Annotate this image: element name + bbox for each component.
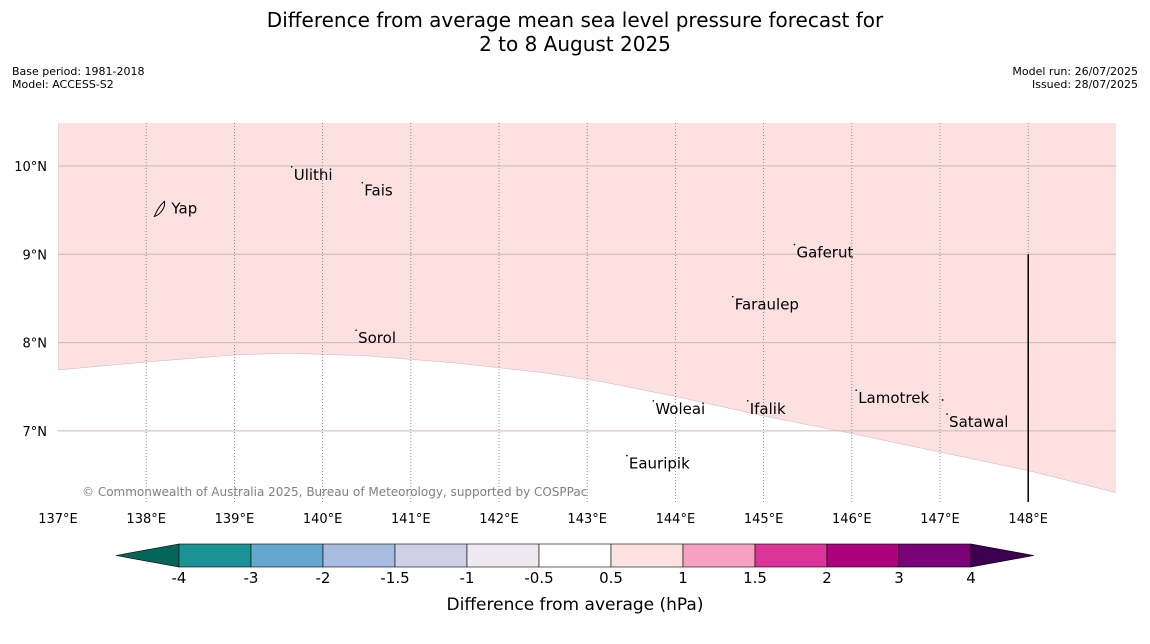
model-run-text: Model run: 26/07/2025 <box>1012 65 1138 78</box>
lon-tick-label: 137°E <box>38 512 78 527</box>
colorbar: -4 -3 -2 -1.5 -1 -0.5 0.5 1 1.5 2 3 4 <box>115 543 1035 587</box>
lon-tick-label: 140°E <box>303 512 343 527</box>
place-label: Yap <box>170 199 197 217</box>
yap-island-outline <box>153 200 166 218</box>
issued-text: Issued: 28/07/2025 <box>1031 78 1138 91</box>
lon-tick-label: 138°E <box>126 512 166 527</box>
anomaly-shaded-region <box>58 123 1116 493</box>
place-marker <box>855 389 858 392</box>
colorbar-tick-label: -2 <box>316 569 331 587</box>
place-label: Ulithi <box>294 166 333 184</box>
colorbar-segment <box>178 543 252 568</box>
place-marker <box>355 329 357 331</box>
place-marker <box>626 454 628 457</box>
colorbar-segment <box>610 543 684 568</box>
colorbar-tick-label: 1 <box>678 569 688 587</box>
place-label: Faraulep <box>735 296 799 314</box>
lon-tick-label: 144°E <box>656 512 696 527</box>
place-marker <box>746 400 749 402</box>
colorbar-label: Difference from average (hPa) <box>447 595 704 615</box>
lat-tick-label: 9°N <box>23 248 48 263</box>
lon-tick-label: 147°E <box>920 512 960 527</box>
copyright-credit: © Commonwealth of Australia 2025, Bureau… <box>82 485 587 499</box>
lon-tick-label: 143°E <box>567 512 607 527</box>
map-axes: 10°N 9°N 8°N 7°N 137°E 138°E 139°E 140°E 141°E 14… <box>14 160 1048 527</box>
colorbar-tick-label: 3 <box>894 569 904 587</box>
place-label: Fais <box>364 182 393 200</box>
lon-tick-label: 141°E <box>391 512 431 527</box>
meta-left: Base period: 1981-2018 Model: ACCESS-S2 <box>12 65 144 91</box>
colorbar-low-extend <box>115 543 180 568</box>
place-marker <box>793 243 796 246</box>
model-text: Model: ACCESS-S2 <box>12 78 114 91</box>
colorbar-segment <box>826 543 900 568</box>
colorbar-high-extend <box>970 543 1035 568</box>
colorbar-tick-label: 2 <box>822 569 832 587</box>
colorbar-segment <box>250 543 324 568</box>
place-label: Sorol <box>358 329 396 347</box>
title-line-2: 2 to 8 August 2025 <box>479 32 671 56</box>
lon-tick-label: 148°E <box>1008 512 1048 527</box>
place-label: Lamotrek <box>858 389 929 407</box>
place-marker <box>652 400 655 402</box>
colorbar-tick-label: -1.5 <box>380 569 409 587</box>
chart-title: Difference from average mean sea level p… <box>0 8 1150 56</box>
colorbar-tick-label: 1.5 <box>743 569 767 587</box>
lon-tick-label: 142°E <box>479 512 519 527</box>
colorbar-segment <box>898 543 972 568</box>
colorbar-tick-label: 4 <box>966 569 976 587</box>
meta-right: Model run: 26/07/2025 Issued: 28/07/2025 <box>1012 65 1138 91</box>
colorbar-tick-label: -4 <box>172 569 187 587</box>
place-marker <box>361 181 364 184</box>
colorbar-tick-label: -1 <box>460 569 475 587</box>
lat-tick-label: 7°N <box>23 425 48 440</box>
base-period-text: Base period: 1981-2018 <box>12 65 145 78</box>
lat-tick-label: 10°N <box>14 160 47 175</box>
place-label: Ifalik <box>750 400 786 418</box>
graticule <box>58 123 1116 502</box>
colorbar-tick-label: 0.5 <box>599 569 623 587</box>
colorbar-segment <box>394 543 468 568</box>
place-marker <box>941 399 944 401</box>
place-label: Eauripik <box>629 455 690 473</box>
place-marker <box>946 413 948 415</box>
colorbar-tick-label: -3 <box>244 569 259 587</box>
colorbar-segment <box>754 543 828 568</box>
lon-tick-label: 139°E <box>215 512 255 527</box>
colorbar-segment <box>538 543 612 568</box>
title-line-1: Difference from average mean sea level p… <box>266 8 884 32</box>
place-labels: Yap Ulithi Fais Gaferut Faraulep Sorol Lamotre… <box>153 166 1008 473</box>
place-label: Satawal <box>949 413 1008 431</box>
colorbar-segment <box>682 543 756 568</box>
lat-tick-label: 8°N <box>23 337 48 352</box>
place-label: Gaferut <box>796 244 853 262</box>
place-marker <box>731 295 734 298</box>
place-label: Woleai <box>655 400 705 418</box>
map-plot-area: Yap Ulithi Fais Gaferut Faraulep Sorol Lamotre… <box>58 123 1116 502</box>
lon-tick-label: 146°E <box>832 512 872 527</box>
colorbar-segment <box>322 543 396 568</box>
place-marker <box>290 166 293 168</box>
lon-tick-label: 145°E <box>744 512 784 527</box>
colorbar-tick-label: -0.5 <box>524 569 553 587</box>
colorbar-segment <box>466 543 540 568</box>
